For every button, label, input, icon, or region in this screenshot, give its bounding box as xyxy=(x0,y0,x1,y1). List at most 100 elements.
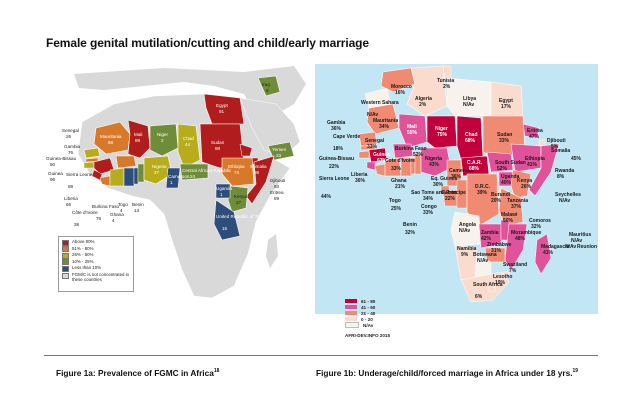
legend-swatch xyxy=(345,322,359,328)
label-congo: Congo xyxy=(421,204,437,210)
fgmc-map-svg: Egypt 91 Iraq 8 Mauritania 69 Mali 89 Ni… xyxy=(46,66,306,299)
label-gambia: Gambia xyxy=(64,144,81,149)
value-comoros: 32% xyxy=(531,224,542,230)
child-marriage-map: Tunisia 2% Morocco 16% Algeria 2% Libya … xyxy=(315,64,598,314)
country-mauritania xyxy=(93,121,131,155)
value-eritrea: 47% xyxy=(529,134,540,140)
value-ghana: 4 xyxy=(112,218,115,223)
label-uganda: Uganda xyxy=(216,186,233,191)
value-sudan: 33% xyxy=(499,138,510,144)
country-morocco xyxy=(380,67,416,93)
country-benin xyxy=(137,163,145,183)
legend-swatch xyxy=(345,299,357,303)
country-car xyxy=(179,163,209,181)
value-senegal: 33% xyxy=(367,144,378,150)
label-namibia: Namibia xyxy=(457,246,477,252)
legend-label: 0 - 20 xyxy=(361,316,373,322)
label-ghana: Ghana xyxy=(110,212,124,217)
country-algeria xyxy=(406,65,448,117)
legend-label: 10% - 25% xyxy=(72,258,94,264)
value-botswana: N/Av xyxy=(477,258,488,264)
label-senegal: Senegal xyxy=(365,138,385,144)
value-gambia: 76 xyxy=(68,150,74,155)
label-angola: Angola xyxy=(459,222,476,228)
country-sierra-leone xyxy=(91,169,103,181)
country-liberia xyxy=(374,163,386,177)
value-chad: 68% xyxy=(465,138,476,144)
label-cameroon: Cameroon xyxy=(168,174,190,179)
country-mali xyxy=(127,119,151,159)
label-eq-guinea: Eq. Guinea xyxy=(431,176,457,182)
label-cameroon: Cameroon xyxy=(449,168,474,174)
value-sierra-leone: 88 xyxy=(68,184,74,189)
value-iraq: 8 xyxy=(266,88,269,93)
fgmc-legend: Above 80% 51% - 80% 26% - 50% 10% - 25% … xyxy=(58,236,134,292)
label-botswana: Botswana xyxy=(473,252,497,258)
fgmc-country-labels: Egypt 91 Iraq 8 Mauritania 69 Mali 89 Ni… xyxy=(46,82,287,231)
value-cote-divoire: 38 xyxy=(74,222,80,227)
country-mauritania xyxy=(366,103,400,135)
value-western-sahara: N/Av xyxy=(367,112,378,118)
label-nigeria: Nigeria xyxy=(425,156,442,162)
fgmc-prevalence-map: Egypt 91 Iraq 8 Mauritania 69 Mali 89 Ni… xyxy=(44,64,310,304)
label-egypt: Egypt xyxy=(499,98,513,104)
label-burundi: Burundi xyxy=(491,192,511,198)
value-angola: N/Av xyxy=(459,228,470,234)
country-rwanda xyxy=(496,185,502,192)
label-guinea: Guinea xyxy=(48,171,63,176)
legend-swatch xyxy=(62,239,69,246)
value-liberia: 36% xyxy=(355,178,366,184)
value-burundi: 20% xyxy=(491,198,502,204)
legend-label: FGM/C is not concentrated in these count… xyxy=(72,271,130,283)
value-togo: 25% xyxy=(391,206,402,212)
value-zambia: 42% xyxy=(481,236,492,242)
legend-label: Less than 10% xyxy=(72,265,102,271)
label-gambia: Gambia xyxy=(327,120,346,126)
value-djibouti: 93 xyxy=(274,184,280,189)
legend-swatch xyxy=(62,259,69,266)
country-burkina-faso xyxy=(392,143,414,159)
country-senegal xyxy=(358,131,378,147)
madagascar-land xyxy=(266,234,278,268)
label-zimbabwe: Zimbabwe xyxy=(487,242,512,248)
value-car: 24 xyxy=(190,174,196,179)
label-chad: Chad xyxy=(465,132,478,138)
legend-row: 21 - 40 xyxy=(345,310,375,316)
value-sao-tome: 34% xyxy=(423,196,434,202)
value-gambia: 36% xyxy=(331,126,342,132)
caption-rule xyxy=(44,355,598,356)
value-mali: 55% xyxy=(407,130,418,136)
marriage-country-labels: Tunisia 2% Morocco 16% Algeria 2% Libya … xyxy=(319,78,597,300)
label-madagascar: Madagascar xyxy=(541,244,570,250)
label-cape-verde: Cape Verde xyxy=(333,134,360,140)
label-mauritius: Mauritius xyxy=(569,232,591,238)
country-sierra-leone xyxy=(366,161,376,171)
legend-row: 41 - 60 xyxy=(345,304,375,310)
value-mali: 89 xyxy=(135,138,141,143)
legend-label: 41 - 60 xyxy=(361,304,376,310)
country-mozambique xyxy=(504,223,528,271)
value-guinea: 96 xyxy=(50,177,56,182)
label-djibouti: Djibouti xyxy=(270,178,285,183)
label-liberia: Liberia xyxy=(351,172,368,178)
value-algeria: 2% xyxy=(419,102,427,108)
value-mauritania: 34% xyxy=(379,124,390,130)
label-eritrea: Eritrea xyxy=(527,128,543,134)
label-sudan: Sudan xyxy=(497,132,512,138)
label-tanzania: United Republic of Tanzania xyxy=(216,214,274,219)
legend-swatch xyxy=(345,311,357,315)
legend-swatch xyxy=(345,305,357,309)
legend-row: 0 - 20 xyxy=(345,316,375,322)
country-south-africa xyxy=(460,271,510,303)
legend-row: 61 - 80 xyxy=(345,298,375,304)
country-drc xyxy=(466,173,500,227)
label-comoros: Comoros xyxy=(529,218,551,224)
country-benin xyxy=(414,153,422,175)
label-mauritania: Mauritania xyxy=(373,118,398,124)
label-algeria: Algeria xyxy=(415,96,432,102)
label-drc: D.R.C. xyxy=(475,184,491,190)
country-swaziland xyxy=(502,271,510,279)
label-cote-divoire: Côte d'Ivoire xyxy=(72,210,98,215)
caption-figure-1b: Figure 1b: Underage/child/forced marriag… xyxy=(316,368,586,378)
value-rwanda: 8% xyxy=(557,174,565,180)
